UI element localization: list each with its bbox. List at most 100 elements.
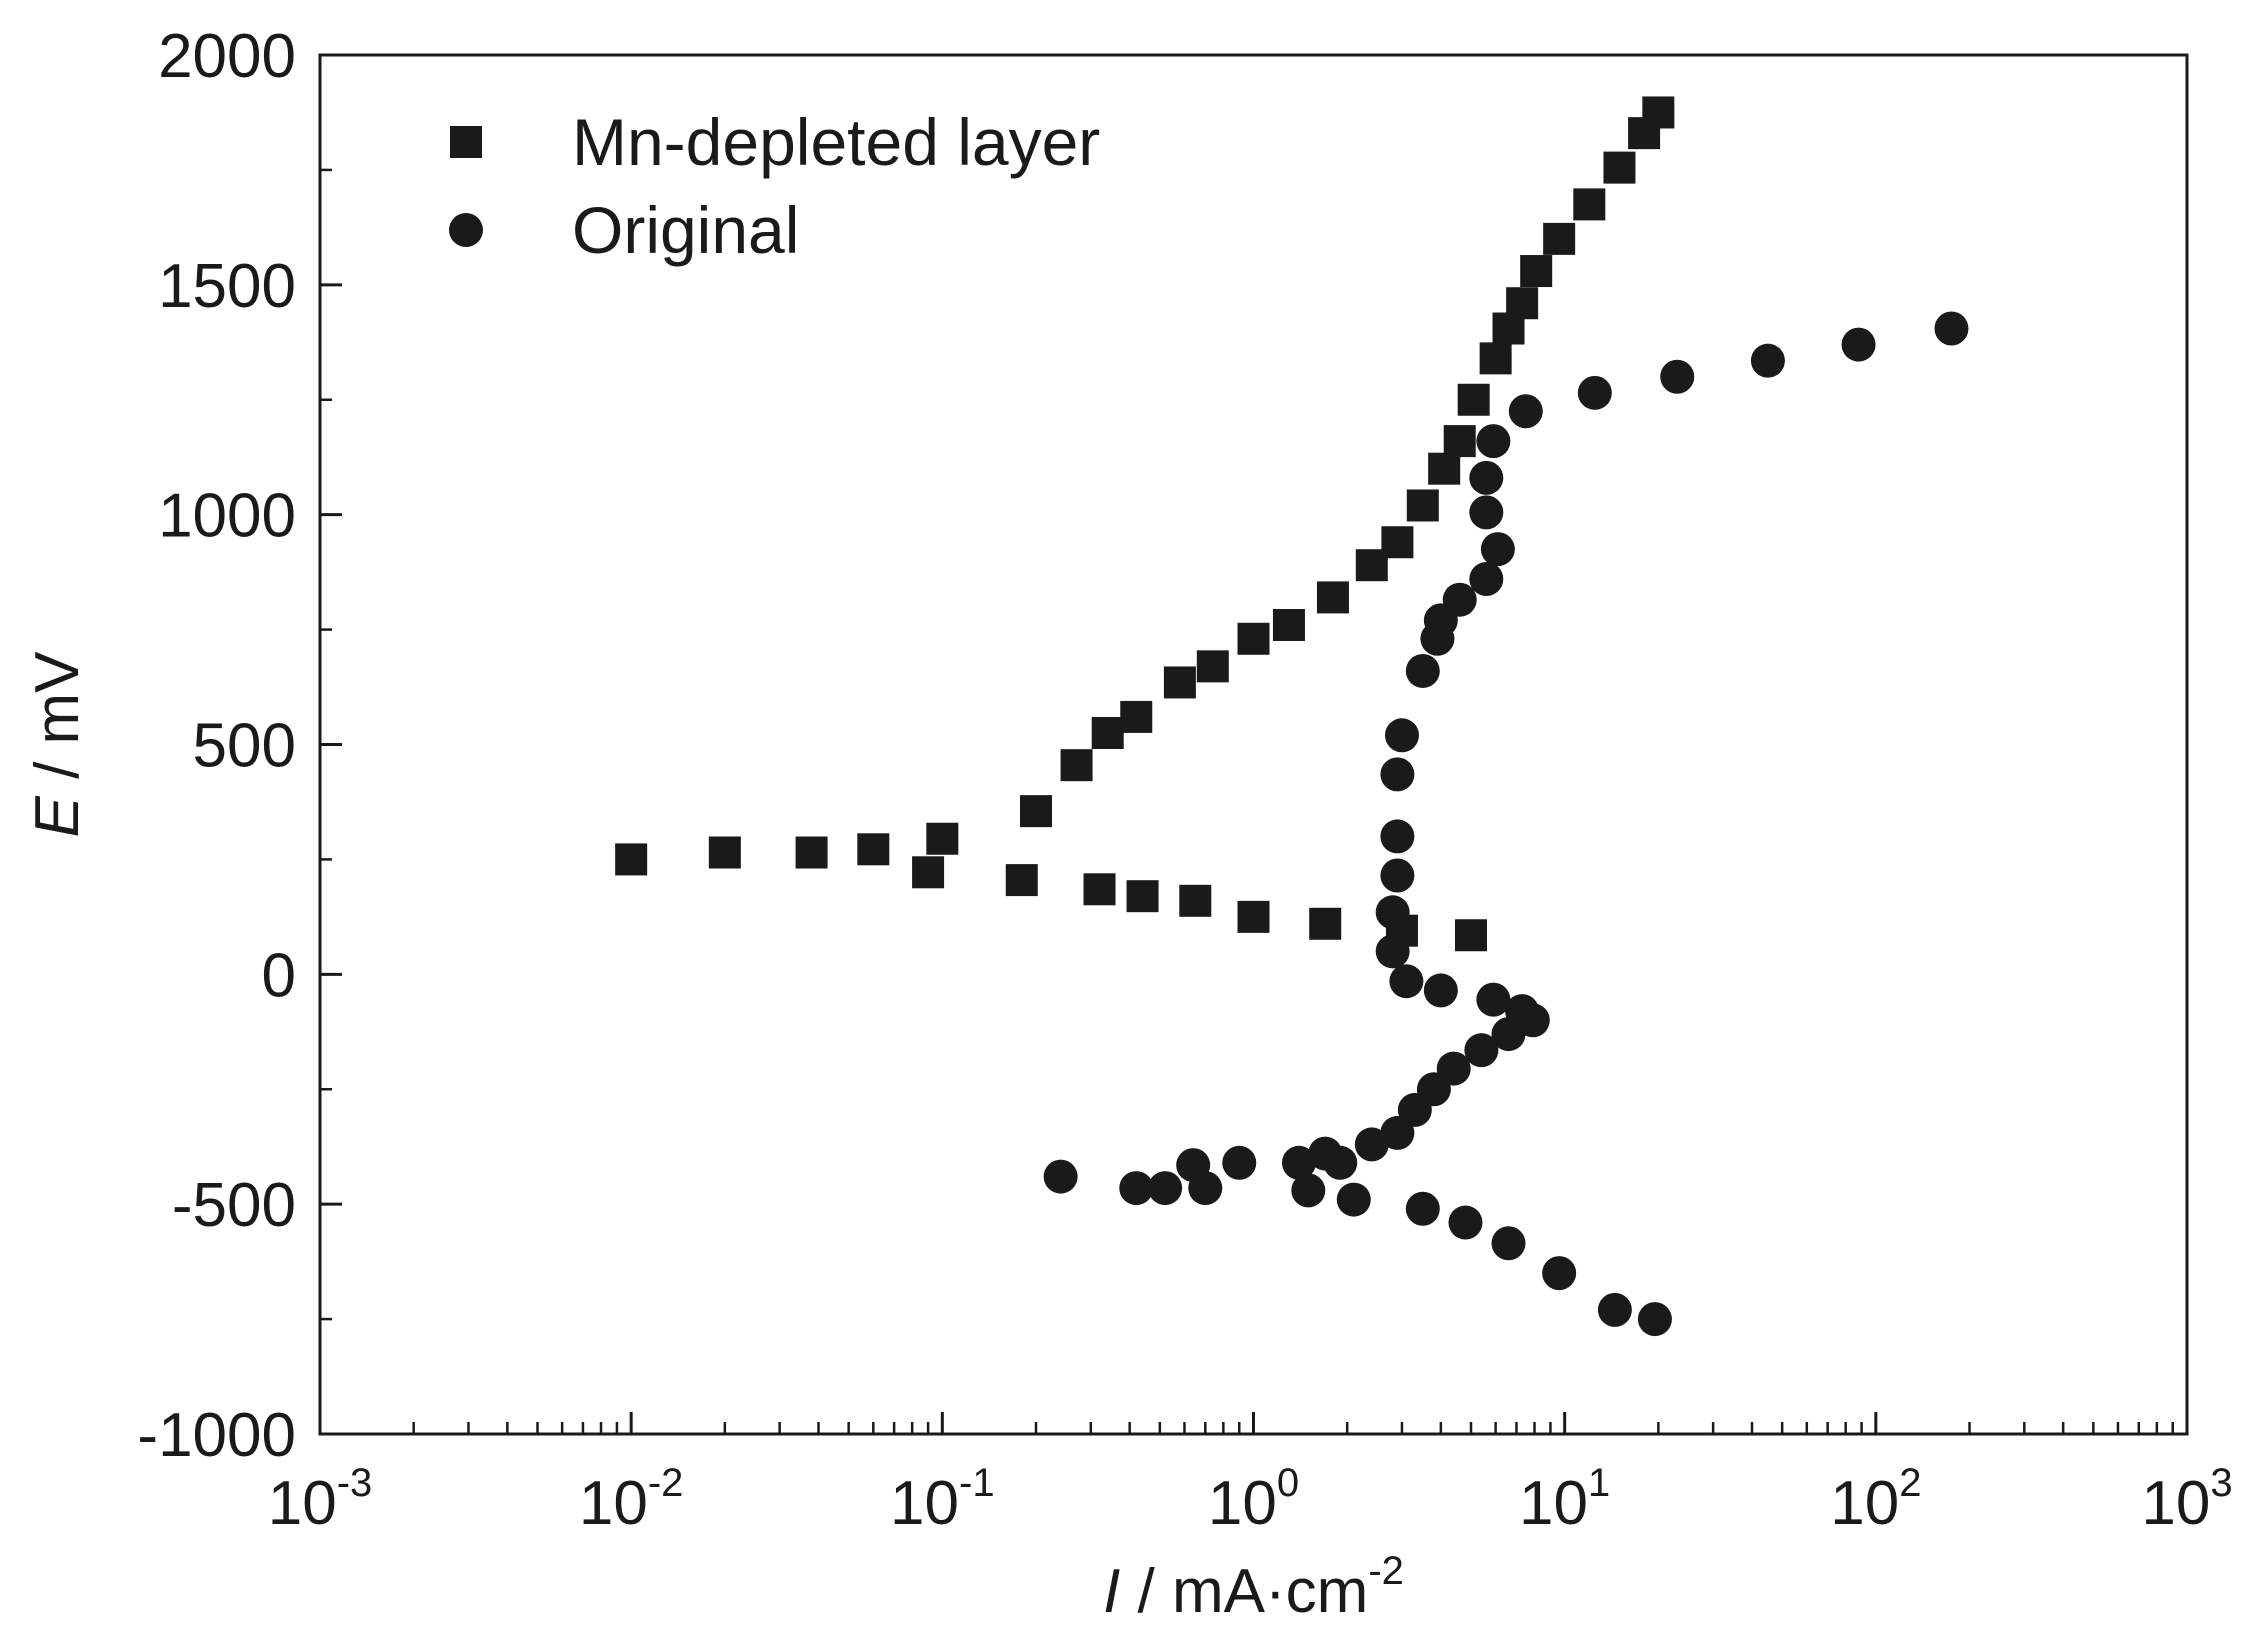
circle-marker bbox=[1380, 1115, 1415, 1150]
square-marker bbox=[708, 836, 741, 869]
circle-marker bbox=[1323, 1145, 1358, 1180]
circle-marker bbox=[1577, 375, 1612, 410]
square-marker bbox=[795, 836, 828, 869]
circle-marker bbox=[1637, 1302, 1672, 1337]
circle-marker bbox=[1043, 1159, 1078, 1194]
legend-square-icon bbox=[450, 126, 482, 158]
x-axis-symbol: I bbox=[1103, 1557, 1120, 1626]
x-axis-title: I / mA·cm-2 bbox=[1103, 1549, 1404, 1626]
circle-marker bbox=[1660, 359, 1695, 394]
x-tick-exponent: -1 bbox=[959, 1461, 995, 1505]
y-tick-label: -1000 bbox=[137, 1401, 296, 1470]
circle-marker bbox=[1448, 1205, 1483, 1240]
y-tick-label: -500 bbox=[172, 1171, 296, 1240]
square-marker bbox=[1060, 749, 1093, 782]
square-marker bbox=[1120, 700, 1153, 733]
square-marker bbox=[1573, 188, 1606, 221]
square-marker bbox=[926, 822, 959, 855]
y-tick-label: 1500 bbox=[158, 252, 296, 321]
x-tick-exponent: -2 bbox=[648, 1461, 684, 1505]
square-marker bbox=[1603, 151, 1636, 184]
square-marker bbox=[1091, 717, 1124, 750]
circle-marker bbox=[1375, 934, 1410, 969]
legend-circle-icon bbox=[449, 213, 483, 247]
square-marker bbox=[1506, 287, 1539, 320]
circle-marker bbox=[1476, 982, 1511, 1017]
legend-label: Original bbox=[572, 193, 799, 267]
y-axis-unit: / mV bbox=[23, 651, 92, 796]
square-marker bbox=[1457, 383, 1490, 416]
x-tick-base: 10 bbox=[890, 1469, 959, 1538]
square-marker bbox=[1428, 452, 1461, 485]
circle-marker bbox=[1469, 562, 1504, 597]
square-marker bbox=[1237, 622, 1270, 655]
square-marker bbox=[1126, 880, 1159, 913]
x-tick-label: 10-2 bbox=[579, 1461, 684, 1538]
square-marker bbox=[1642, 96, 1675, 129]
circle-marker bbox=[1476, 424, 1511, 459]
x-axis-unit-exponent: -2 bbox=[1368, 1549, 1404, 1593]
square-marker bbox=[1179, 884, 1212, 917]
circle-marker bbox=[1222, 1145, 1257, 1180]
legend: Mn-depleted layer Original bbox=[449, 105, 1100, 267]
x-tick-exponent: 1 bbox=[1588, 1461, 1610, 1505]
y-axis-title: E / mV bbox=[23, 651, 92, 838]
series-square bbox=[615, 96, 1675, 952]
square-marker bbox=[857, 833, 890, 866]
circle-marker bbox=[1464, 1033, 1499, 1068]
circle-marker bbox=[1176, 1148, 1211, 1183]
circle-marker bbox=[1597, 1292, 1632, 1327]
x-tick-exponent: 3 bbox=[2210, 1461, 2232, 1505]
circle-marker bbox=[1436, 1051, 1471, 1086]
x-axis-unit: / mA·cm bbox=[1120, 1557, 1368, 1626]
x-tick-base: 10 bbox=[1519, 1469, 1588, 1538]
square-marker bbox=[1543, 222, 1576, 255]
square-marker bbox=[1083, 873, 1116, 906]
x-tick-label: 101 bbox=[1519, 1461, 1610, 1538]
circle-marker bbox=[1405, 653, 1440, 688]
square-marker bbox=[1272, 608, 1305, 641]
y-tick-label: 500 bbox=[193, 712, 296, 781]
x-tick-exponent: 2 bbox=[1899, 1461, 1921, 1505]
circle-marker bbox=[1384, 718, 1419, 753]
square-marker bbox=[1479, 342, 1512, 375]
circle-marker bbox=[1389, 964, 1424, 999]
circle-marker bbox=[1469, 495, 1504, 530]
x-tick-label: 103 bbox=[2141, 1461, 2232, 1538]
circle-marker bbox=[1934, 311, 1969, 346]
square-marker bbox=[1163, 666, 1196, 699]
axes: 10-3 10-2 10-1 100 101 102 103-1000-5000500100… bbox=[23, 22, 2233, 1626]
y-axis-symbol: E bbox=[23, 796, 92, 838]
circle-marker bbox=[1841, 327, 1876, 362]
square-marker bbox=[1406, 489, 1439, 522]
square-marker bbox=[1020, 795, 1053, 828]
circle-marker bbox=[1291, 1173, 1326, 1208]
circle-marker bbox=[1508, 394, 1543, 429]
square-marker bbox=[1454, 919, 1487, 952]
x-tick-label: 102 bbox=[1830, 1461, 1921, 1538]
circle-marker bbox=[1119, 1171, 1154, 1206]
circle-marker bbox=[1442, 582, 1477, 617]
square-marker bbox=[912, 856, 945, 889]
y-tick-label: 1000 bbox=[158, 482, 296, 551]
circle-marker bbox=[1491, 1226, 1526, 1261]
circle-marker bbox=[1336, 1182, 1371, 1217]
circle-marker bbox=[1380, 858, 1415, 893]
circle-marker bbox=[1380, 757, 1415, 792]
y-tick-label: 0 bbox=[262, 941, 296, 1010]
circle-marker bbox=[1480, 532, 1515, 567]
circle-marker bbox=[1380, 819, 1415, 854]
x-tick-exponent: -3 bbox=[337, 1461, 373, 1505]
square-marker bbox=[1237, 900, 1270, 933]
y-tick-label: 2000 bbox=[158, 22, 296, 91]
x-tick-label: 10-3 bbox=[268, 1461, 373, 1538]
circle-marker bbox=[1354, 1127, 1389, 1162]
data-marks bbox=[615, 96, 1969, 1337]
circle-marker bbox=[1375, 895, 1410, 930]
x-tick-label: 100 bbox=[1208, 1461, 1299, 1538]
legend-label: Mn-depleted layer bbox=[572, 105, 1100, 179]
square-marker bbox=[1443, 425, 1476, 458]
circle-marker bbox=[1515, 1003, 1550, 1038]
square-marker bbox=[1520, 255, 1553, 288]
square-marker bbox=[1316, 581, 1349, 614]
